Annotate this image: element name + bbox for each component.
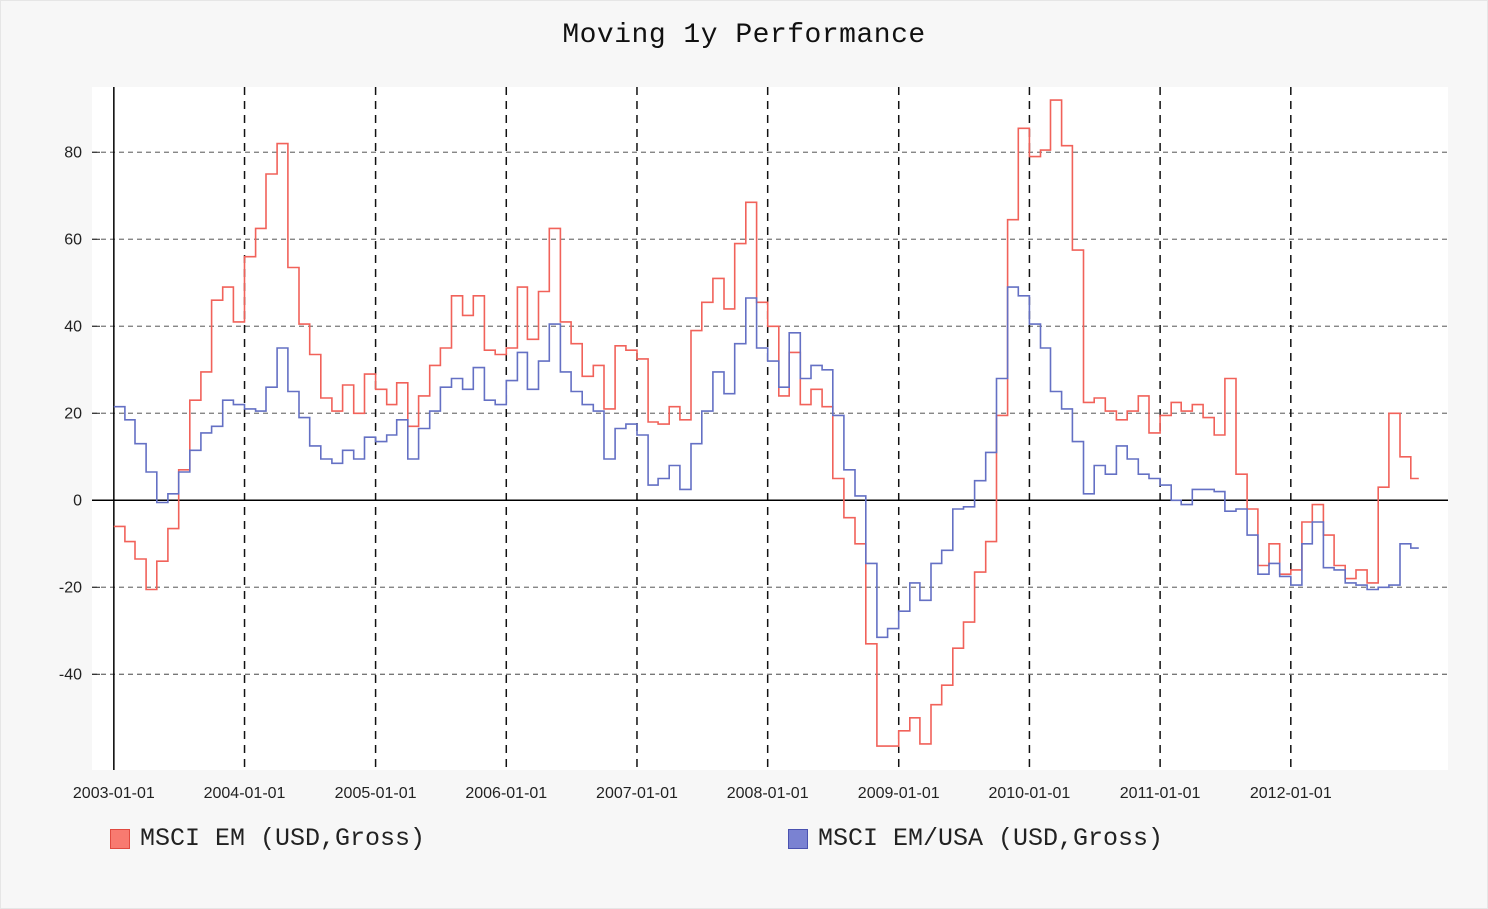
y-tick-label: 20 <box>64 405 82 422</box>
x-tick-label: 2008-01-01 <box>727 785 809 802</box>
x-tick-label: 2004-01-01 <box>204 785 286 802</box>
legend-item-msci-em: MSCI EM (USD,Gross) <box>110 824 425 853</box>
x-tick-label: 2003-01-01 <box>73 785 155 802</box>
x-tick-label: 2012-01-01 <box>1250 785 1332 802</box>
series-lines <box>113 99 1419 747</box>
legend-label-msci-em-usa: MSCI EM/USA (USD,Gross) <box>818 824 1164 853</box>
series-line-1 <box>113 286 1419 639</box>
legend-item-msci-em-usa: MSCI EM/USA (USD,Gross) <box>788 824 1163 853</box>
grid-lines <box>92 87 1448 770</box>
axes <box>92 87 1448 770</box>
y-tick-label: -20 <box>59 579 82 596</box>
x-tick-label: 2011-01-01 <box>1120 785 1201 802</box>
y-tick-label: 80 <box>64 144 82 161</box>
x-tick-label: 2005-01-01 <box>335 785 417 802</box>
chart-title: Moving 1y Performance <box>562 20 926 51</box>
legend-label-msci-em: MSCI EM (USD,Gross) <box>140 824 426 853</box>
y-tick-label: -40 <box>59 666 82 683</box>
legend-swatch-msci-em <box>110 828 130 849</box>
y-tick-labels: -40 -20 0 20 40 60 80 <box>59 144 82 683</box>
x-tick-labels: 2003-01-01 2004-01-01 2005-01-01 2006-01-01… <box>73 785 1332 802</box>
x-tick-label: 2009-01-01 <box>858 785 940 802</box>
y-tick-label: 40 <box>64 318 82 335</box>
y-tick-label: 60 <box>64 231 82 248</box>
x-tick-label: 2007-01-01 <box>596 785 678 802</box>
y-tick-label: 0 <box>73 492 82 509</box>
series-line-0 <box>113 99 1419 747</box>
x-tick-label: 2010-01-01 <box>988 785 1070 802</box>
legend-swatch-msci-em-usa <box>788 828 808 849</box>
x-tick-label: 2006-01-01 <box>465 785 547 802</box>
plot-area <box>92 87 1448 770</box>
